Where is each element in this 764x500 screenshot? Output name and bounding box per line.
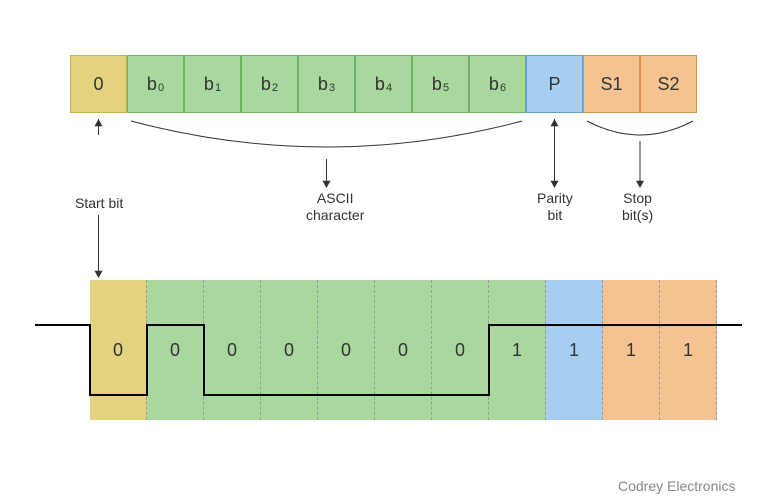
wave-cell-6: 0: [432, 280, 489, 420]
wave-cell-4: 0: [318, 280, 375, 420]
frame-cell-10: S2: [640, 55, 697, 113]
wave-cell-9: 1: [603, 280, 660, 420]
frame-cell-2: b1: [184, 55, 241, 113]
frame-cell-4: b3: [298, 55, 355, 113]
frame-cell-7: b6: [469, 55, 526, 113]
uart-frame-row: 0b0b1b2b3b4b5b6PS1S2: [70, 55, 697, 113]
label-stop: Stopbit(s): [622, 190, 653, 224]
wave-cell-8: 1: [546, 280, 603, 420]
label-start-bit: Start bit: [75, 195, 123, 212]
frame-cell-1: b0: [127, 55, 184, 113]
frame-cell-9: S1: [583, 55, 640, 113]
wave-cell-10: 1: [660, 280, 717, 420]
wave-cell-3: 0: [261, 280, 318, 420]
frame-cell-5: b4: [355, 55, 412, 113]
frame-cell-0: 0: [70, 55, 127, 113]
brand-label: Codrey Electronics: [618, 478, 736, 494]
wave-cell-5: 0: [375, 280, 432, 420]
label-ascii: ASCIIcharacter: [306, 190, 364, 224]
frame-cell-6: b5: [412, 55, 469, 113]
wave-cell-7: 1: [489, 280, 546, 420]
waveform-lead-in: [60, 280, 90, 420]
frame-cell-3: b2: [241, 55, 298, 113]
waveform-row: 00000001111: [60, 280, 717, 420]
label-parity: Paritybit: [537, 190, 573, 224]
wave-cell-0: 0: [90, 280, 147, 420]
wave-cell-2: 0: [204, 280, 261, 420]
frame-cell-8: P: [526, 55, 583, 113]
wave-cell-1: 0: [147, 280, 204, 420]
